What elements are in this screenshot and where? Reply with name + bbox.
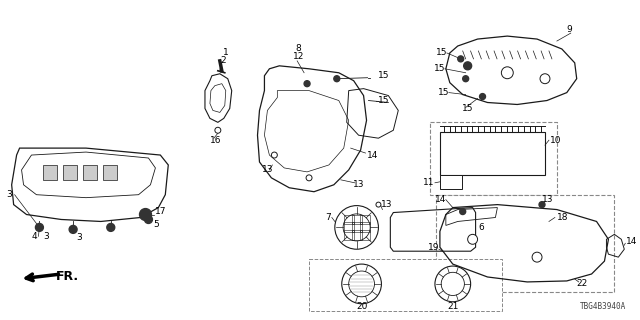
Circle shape <box>479 93 486 100</box>
Text: FR.: FR. <box>56 270 79 284</box>
Bar <box>430 122 557 195</box>
Circle shape <box>271 152 277 158</box>
Circle shape <box>464 62 472 70</box>
Circle shape <box>532 252 542 262</box>
Text: 7: 7 <box>325 213 331 222</box>
Text: 15: 15 <box>436 48 448 57</box>
Circle shape <box>306 175 312 181</box>
Circle shape <box>458 56 464 62</box>
Text: 8: 8 <box>295 44 301 53</box>
Text: 13: 13 <box>542 195 554 204</box>
Text: 3: 3 <box>76 233 82 242</box>
Text: 15: 15 <box>378 96 390 105</box>
Bar <box>309 259 502 311</box>
Text: 16: 16 <box>210 136 221 145</box>
Circle shape <box>107 223 115 231</box>
Circle shape <box>501 67 513 79</box>
Circle shape <box>540 74 550 84</box>
Text: 13: 13 <box>381 200 393 209</box>
Text: 2: 2 <box>221 56 227 65</box>
Text: TBG4B3940A: TBG4B3940A <box>580 302 627 311</box>
Circle shape <box>140 209 152 220</box>
Text: 6: 6 <box>479 223 484 232</box>
Polygon shape <box>83 165 97 180</box>
Text: 19: 19 <box>428 243 440 252</box>
Polygon shape <box>103 165 116 180</box>
Text: 3: 3 <box>44 232 49 241</box>
Text: 1: 1 <box>223 48 228 57</box>
Circle shape <box>334 76 340 82</box>
Text: 4: 4 <box>31 232 37 241</box>
Bar <box>440 175 461 189</box>
Text: 13: 13 <box>262 165 273 174</box>
Text: 9: 9 <box>567 25 573 34</box>
Circle shape <box>460 209 466 214</box>
Circle shape <box>376 202 381 207</box>
Circle shape <box>304 81 310 87</box>
Text: 18: 18 <box>557 213 568 222</box>
Text: 15: 15 <box>378 71 390 80</box>
Text: 14: 14 <box>367 150 378 160</box>
Text: 13: 13 <box>353 180 364 189</box>
Polygon shape <box>63 165 77 180</box>
Circle shape <box>215 127 221 133</box>
Text: 22: 22 <box>577 279 588 288</box>
Text: 20: 20 <box>356 302 367 311</box>
Text: 11: 11 <box>424 178 435 187</box>
Text: 15: 15 <box>461 104 473 113</box>
Text: 17: 17 <box>156 207 167 216</box>
Text: 12: 12 <box>293 52 305 61</box>
Text: 15: 15 <box>438 88 450 97</box>
Text: 3: 3 <box>6 190 12 199</box>
Text: 14: 14 <box>627 237 637 246</box>
Polygon shape <box>44 165 57 180</box>
Text: 14: 14 <box>435 195 446 204</box>
Text: 5: 5 <box>154 220 159 229</box>
Bar <box>436 195 614 292</box>
Text: 10: 10 <box>550 136 561 145</box>
Circle shape <box>145 215 152 223</box>
Circle shape <box>69 225 77 233</box>
Text: 21: 21 <box>447 302 458 311</box>
Circle shape <box>468 234 477 244</box>
Circle shape <box>463 76 468 82</box>
Text: 15: 15 <box>435 64 446 73</box>
Circle shape <box>539 202 545 208</box>
Circle shape <box>35 223 44 231</box>
